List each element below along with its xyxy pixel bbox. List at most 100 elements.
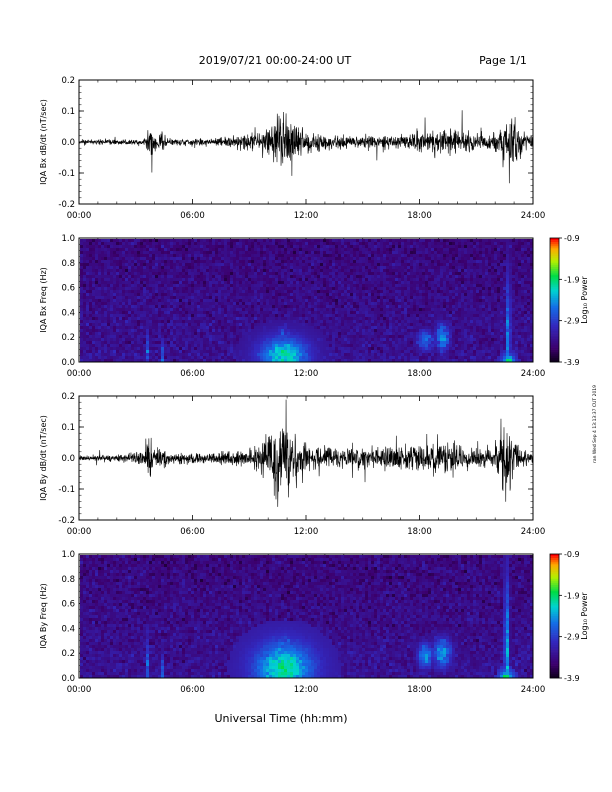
heatmap-cell (452, 248, 456, 252)
heatmap-cell (410, 266, 414, 270)
heatmap-cell (458, 302, 462, 306)
heatmap-cell (446, 296, 450, 300)
heatmap-cell (98, 332, 102, 336)
heatmap-cell (185, 248, 189, 252)
heatmap-cell (326, 239, 330, 243)
heatmap-cell (443, 242, 447, 246)
heatmap-cell (515, 296, 519, 300)
heatmap-cell (494, 317, 498, 321)
heatmap-cell (161, 242, 165, 246)
heatmap-cell (224, 293, 228, 297)
heatmap-cell (245, 257, 249, 261)
heatmap-cell (188, 242, 192, 246)
heatmap-cell (167, 326, 171, 330)
heatmap-cell (248, 299, 252, 303)
heatmap-cell (218, 299, 222, 303)
heatmap-cell (263, 317, 267, 321)
heatmap-cell (335, 320, 339, 324)
heatmap-cell (269, 332, 273, 336)
heatmap-cell (323, 296, 327, 300)
heatmap-cell (395, 275, 399, 279)
heatmap-cell (470, 296, 474, 300)
heatmap-cell (131, 242, 135, 246)
heatmap-cell (431, 257, 435, 261)
heatmap-cell (359, 293, 363, 297)
heatmap-cell (206, 305, 210, 309)
heatmap-cell (83, 248, 87, 252)
heatmap-cell (314, 293, 318, 297)
heatmap-cell (218, 320, 222, 324)
heatmap-cell (191, 281, 195, 285)
heatmap-cell (308, 326, 312, 330)
heatmap-cell (245, 317, 249, 321)
heatmap-cell (227, 269, 231, 273)
heatmap-cell (203, 251, 207, 255)
heatmap-cell (344, 293, 348, 297)
heatmap-cell (515, 329, 519, 333)
heatmap-cell (332, 296, 336, 300)
heatmap-cell (155, 272, 159, 276)
heatmap-cell (326, 305, 330, 309)
heatmap-cell (170, 278, 174, 282)
heatmap-cell (86, 317, 90, 321)
heatmap-cell (356, 281, 360, 285)
heatmap-cell (332, 308, 336, 312)
heatmap-cell (257, 293, 261, 297)
heatmap-cell (500, 269, 504, 273)
heatmap-cell (212, 281, 216, 285)
heatmap-cell (296, 260, 300, 264)
heatmap-cell (92, 281, 96, 285)
heatmap-cell (527, 239, 531, 243)
heatmap-cell (242, 326, 246, 330)
heatmap-cell (398, 263, 402, 267)
heatmap-cell (290, 263, 294, 267)
heatmap-cell (269, 326, 273, 330)
heatmap-cell (371, 260, 375, 264)
heatmap-cell (410, 314, 414, 318)
heatmap-cell (173, 299, 177, 303)
heatmap-cell (311, 320, 315, 324)
heatmap-cell (422, 293, 426, 297)
heatmap-cell (254, 317, 258, 321)
heatmap-cell (356, 290, 360, 294)
heatmap-cell (257, 254, 261, 258)
heatmap-cell (92, 311, 96, 315)
heatmap-cell (254, 266, 258, 270)
heatmap-cell (140, 281, 144, 285)
heatmap-cell (377, 320, 381, 324)
heatmap-cell (290, 302, 294, 306)
heatmap-cell (299, 305, 303, 309)
heatmap-cell (257, 251, 261, 255)
heatmap-cell (140, 269, 144, 273)
heatmap-cell (512, 260, 516, 264)
heatmap-cell (221, 266, 225, 270)
heatmap-cell (347, 275, 351, 279)
heatmap-cell (491, 242, 495, 246)
heatmap-cell (374, 245, 378, 249)
heatmap-cell (290, 311, 294, 315)
heatmap-cell (101, 317, 105, 321)
heatmap-cell (230, 311, 234, 315)
heatmap-cell (92, 305, 96, 309)
heatmap-cell (515, 269, 519, 273)
heatmap-cell (512, 245, 516, 249)
heatmap-cell (176, 305, 180, 309)
heatmap-cell (260, 281, 264, 285)
heatmap-cell (350, 296, 354, 300)
heatmap-cell (434, 299, 438, 303)
heatmap-cell (509, 308, 513, 312)
heatmap-cell (356, 308, 360, 312)
heatmap-cell (188, 320, 192, 324)
heatmap-cell (401, 308, 405, 312)
heatmap-cell (368, 284, 372, 288)
heatmap-cell (302, 299, 306, 303)
heatmap-cell (419, 254, 423, 258)
heatmap-cell (323, 254, 327, 258)
heatmap-cell (398, 296, 402, 300)
heatmap-cell (443, 296, 447, 300)
heatmap-cell (254, 290, 258, 294)
heatmap-cell (461, 293, 465, 297)
heatmap-cell (503, 281, 507, 285)
heatmap-cell (281, 269, 285, 273)
heatmap-cell (476, 272, 480, 276)
